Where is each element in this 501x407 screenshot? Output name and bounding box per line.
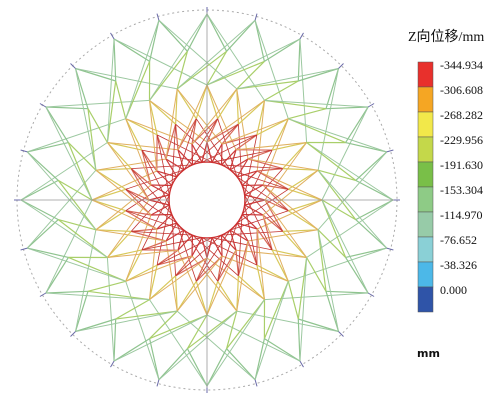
- member: [242, 185, 263, 186]
- legend-swatch: [418, 162, 433, 187]
- legend-label: -153.304: [440, 183, 483, 197]
- legend-swatch: [418, 62, 433, 87]
- legend-label: -114.970: [440, 208, 483, 222]
- member: [151, 215, 172, 216]
- inner-ring: [169, 162, 245, 238]
- legend-swatch: [418, 137, 433, 162]
- legend-unit: mm: [417, 347, 440, 360]
- legend-label: -344.934: [440, 58, 483, 72]
- truss-structure: [14, 7, 400, 393]
- legend-label: -38.326: [440, 258, 477, 272]
- legend-swatch: [418, 87, 433, 112]
- screen: Z向位移/mm -344.934 -306.608 -268.282 -229.956…: [0, 0, 501, 402]
- legend-swatch: [418, 187, 433, 212]
- legend-label: -191.630: [440, 158, 483, 172]
- legend-label: -76.652: [440, 233, 477, 247]
- legend-swatch: [418, 212, 433, 237]
- legend-swatch: [418, 237, 433, 262]
- legend-swatch: [418, 262, 433, 287]
- legend-title: Z向位移/mm: [408, 29, 484, 45]
- legend-swatch: [418, 287, 433, 312]
- member: [242, 215, 263, 216]
- member: [192, 144, 193, 165]
- member: [222, 144, 223, 165]
- member: [222, 235, 223, 256]
- legend-label: -229.956: [440, 133, 483, 147]
- legend-label: -268.282: [440, 108, 483, 122]
- legend-label: 0.000: [440, 283, 467, 297]
- legend-swatch: [418, 112, 433, 137]
- member: [192, 235, 193, 256]
- legend-label: -306.608: [440, 83, 483, 97]
- member: [151, 185, 172, 186]
